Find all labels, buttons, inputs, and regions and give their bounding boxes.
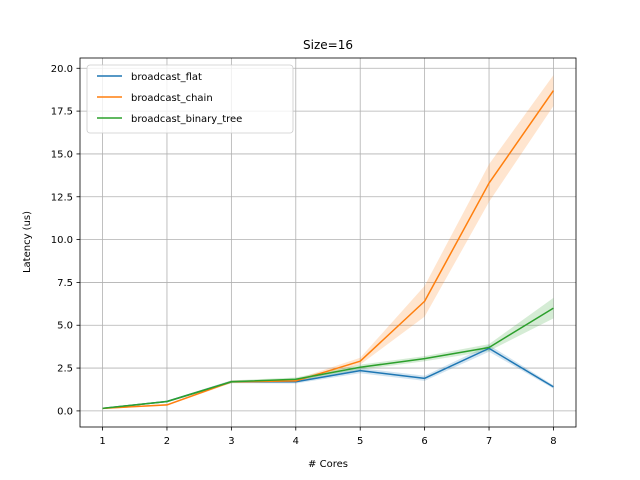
- y-tick-label: 5.0: [57, 321, 73, 332]
- x-tick-label: 7: [486, 436, 492, 447]
- x-tick-label: 3: [228, 436, 234, 447]
- legend: broadcast_flat broadcast_chain broadcast_b…: [86, 64, 294, 134]
- series-line-broadcast_binary_tree: [102, 307, 554, 410]
- chart-title: Size=16: [303, 38, 353, 52]
- y-axis-ticks: 0.0 2.5 5.0 7.5 10.0 12.5 15.0 17.5 20.0: [51, 64, 80, 417]
- x-axis-ticks: 1 2 3 4 5 6 7 8: [99, 427, 557, 447]
- y-tick-label: 7.5: [57, 278, 73, 289]
- x-tick-label: 2: [164, 436, 170, 447]
- series-line-broadcast_chain: [102, 90, 555, 410]
- x-tick-label: 5: [357, 436, 363, 447]
- y-tick-label: 2.5: [57, 364, 73, 375]
- y-tick-label: 0.0: [57, 406, 73, 417]
- y-tick-label: 10.0: [51, 235, 73, 246]
- x-tick-label: 4: [293, 436, 299, 447]
- y-tick-label: 20.0: [51, 64, 73, 75]
- y-axis-label: Latency (us): [22, 211, 33, 273]
- legend-label: broadcast_binary_tree: [131, 114, 242, 125]
- y-tick-label: 12.5: [51, 192, 73, 203]
- x-tick-label: 1: [99, 436, 105, 447]
- plot-frame: [79, 57, 577, 428]
- legend-box: [86, 64, 294, 134]
- y-tick-label: 17.5: [51, 107, 73, 118]
- legend-label: broadcast_flat: [131, 72, 202, 83]
- y-tick-label: 15.0: [51, 149, 73, 160]
- band-broadcast_binary_tree: [102, 297, 554, 409]
- x-tick-label: 6: [421, 436, 427, 447]
- series-lines: [102, 90, 555, 410]
- x-tick-label: 8: [550, 436, 556, 447]
- band-broadcast_chain: [102, 75, 554, 409]
- legend-label: broadcast_chain: [131, 93, 213, 104]
- x-axis-label: # Cores: [308, 459, 348, 470]
